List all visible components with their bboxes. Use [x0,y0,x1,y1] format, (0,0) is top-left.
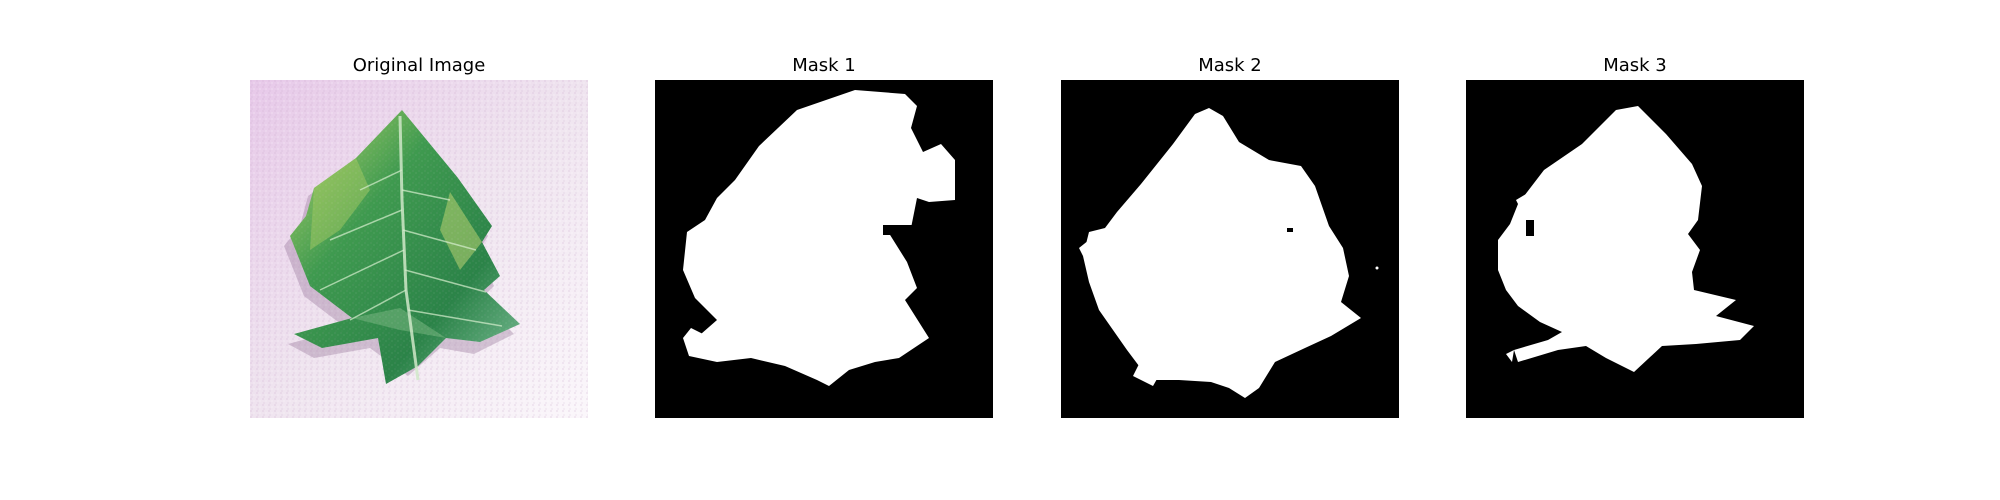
mask-1-shape [683,90,955,386]
mask-2-shape [1079,108,1379,398]
original-image-panel: Original Image [250,52,588,418]
mask-2 [1061,80,1399,418]
mask-1 [655,80,993,418]
original-image [250,80,588,418]
mask-3 [1466,80,1804,418]
original-image-title: Original Image [352,55,486,76]
mask-1-panel: Mask 1 [655,52,993,418]
mask-3-panel: Mask 3 [1466,52,1804,418]
mask-2-title: Mask 2 [1198,55,1262,76]
mask-2-panel: Mask 2 [1061,52,1399,418]
leaf-photo [250,80,588,418]
mask-3-shape [1498,106,1754,372]
mask-3-title: Mask 3 [1603,55,1667,76]
mask-1-title: Mask 1 [792,55,856,76]
